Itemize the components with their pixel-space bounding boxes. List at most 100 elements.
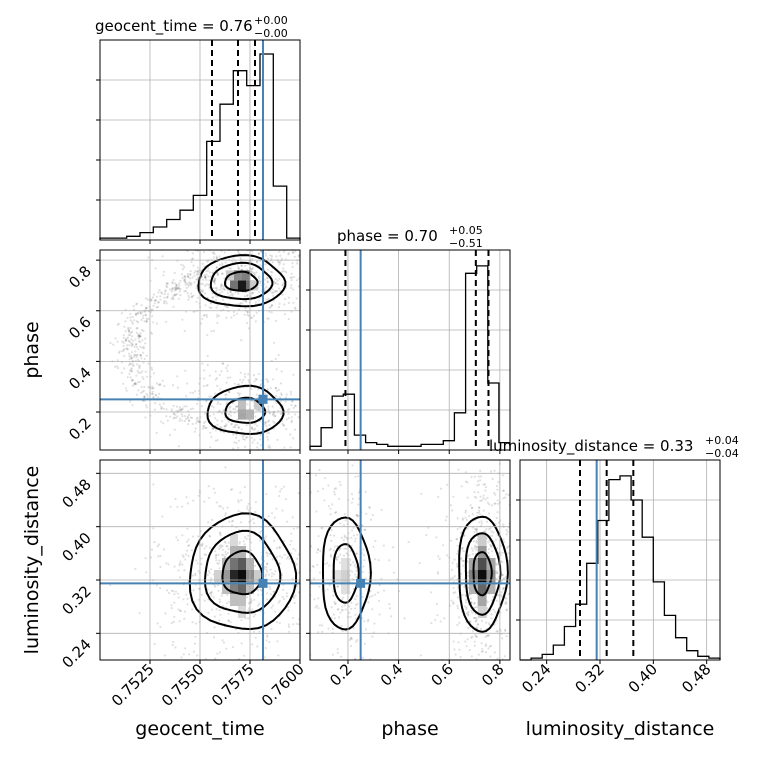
sample-point xyxy=(224,393,227,396)
sample-point xyxy=(336,585,340,588)
sample-point xyxy=(319,540,321,542)
sample-point xyxy=(335,556,338,559)
sample-point xyxy=(303,645,305,647)
sample-point xyxy=(187,423,190,426)
density-cell xyxy=(238,570,246,582)
sample-point xyxy=(195,622,198,625)
sample-point xyxy=(215,266,218,269)
sample-point xyxy=(205,384,208,387)
sample-point xyxy=(497,594,500,597)
sample-point xyxy=(182,555,185,559)
sample-point xyxy=(130,344,133,347)
sample-point xyxy=(464,480,467,483)
sample-point xyxy=(187,544,190,547)
sample-point xyxy=(202,424,205,427)
sample-point xyxy=(254,301,257,304)
sample-point xyxy=(236,227,238,229)
sample-point xyxy=(343,513,346,516)
sample-point xyxy=(241,302,244,305)
sample-point xyxy=(495,485,498,488)
sample-point xyxy=(195,300,198,303)
sample-point xyxy=(476,511,479,514)
sample-point xyxy=(339,522,342,525)
sample-point xyxy=(141,390,144,393)
sample-point xyxy=(211,272,214,275)
sample-point xyxy=(295,563,298,566)
sample-point xyxy=(505,493,508,496)
sample-point xyxy=(123,367,126,370)
sample-point xyxy=(159,586,162,590)
sample-point xyxy=(144,337,147,340)
sample-point xyxy=(469,597,472,600)
sample-point xyxy=(201,544,204,547)
sample-point xyxy=(218,314,221,318)
sample-point xyxy=(176,386,179,389)
sample-point xyxy=(502,540,506,544)
sample-point xyxy=(203,553,206,556)
sample-point xyxy=(272,341,276,344)
sample-point xyxy=(293,255,296,258)
sample-point xyxy=(127,328,130,331)
sample-point xyxy=(191,276,194,279)
sample-point xyxy=(175,416,178,419)
sample-point xyxy=(135,302,139,305)
sample-point xyxy=(237,446,240,449)
sample-point xyxy=(504,629,507,633)
sample-point xyxy=(151,385,154,388)
sample-point xyxy=(478,509,481,512)
sample-point xyxy=(130,368,133,371)
sample-point xyxy=(479,513,482,516)
sample-point xyxy=(327,557,329,559)
sample-point xyxy=(465,612,468,615)
sample-point xyxy=(159,383,162,387)
sample-point xyxy=(515,602,517,604)
sample-point xyxy=(157,543,161,546)
sample-point xyxy=(325,424,327,426)
sample-point xyxy=(162,270,165,273)
sample-point xyxy=(215,377,218,380)
sample-point xyxy=(524,592,526,594)
sample-point xyxy=(388,607,392,610)
sample-point xyxy=(480,522,483,525)
sample-point xyxy=(186,274,189,277)
sample-point xyxy=(129,376,132,379)
sample-point xyxy=(130,330,134,333)
sample-point xyxy=(194,390,197,393)
sample-point xyxy=(526,521,528,523)
sample-point xyxy=(214,278,217,281)
sample-point xyxy=(139,312,142,315)
sample-point xyxy=(249,541,253,544)
sample-point xyxy=(130,362,133,366)
sample-point xyxy=(114,365,117,368)
sample-point xyxy=(127,334,130,337)
sample-point xyxy=(352,627,355,630)
sample-point xyxy=(271,261,274,264)
sample-point xyxy=(276,438,279,441)
sample-point xyxy=(356,639,359,642)
sample-point xyxy=(218,651,222,654)
sample-point xyxy=(294,413,297,416)
density-cell xyxy=(486,582,496,594)
sample-point xyxy=(317,535,320,538)
sample-point xyxy=(218,263,221,266)
density-cell xyxy=(254,570,262,582)
sample-point xyxy=(241,381,244,384)
sample-point xyxy=(342,554,346,557)
sample-point xyxy=(475,527,478,531)
sample-point xyxy=(335,606,337,608)
sample-point xyxy=(258,290,261,294)
sample-point xyxy=(220,284,223,287)
sample-point xyxy=(500,595,503,598)
sample-point xyxy=(225,424,228,427)
sample-point xyxy=(172,305,175,308)
sample-point xyxy=(501,551,504,554)
sample-point xyxy=(316,490,319,493)
sample-point xyxy=(247,607,251,610)
sample-point xyxy=(454,591,457,594)
sample-point xyxy=(186,540,189,543)
sample-point xyxy=(206,260,209,263)
sample-point xyxy=(151,308,154,311)
sample-point xyxy=(243,543,246,546)
sample-point xyxy=(171,281,174,284)
sample-point xyxy=(189,698,191,700)
